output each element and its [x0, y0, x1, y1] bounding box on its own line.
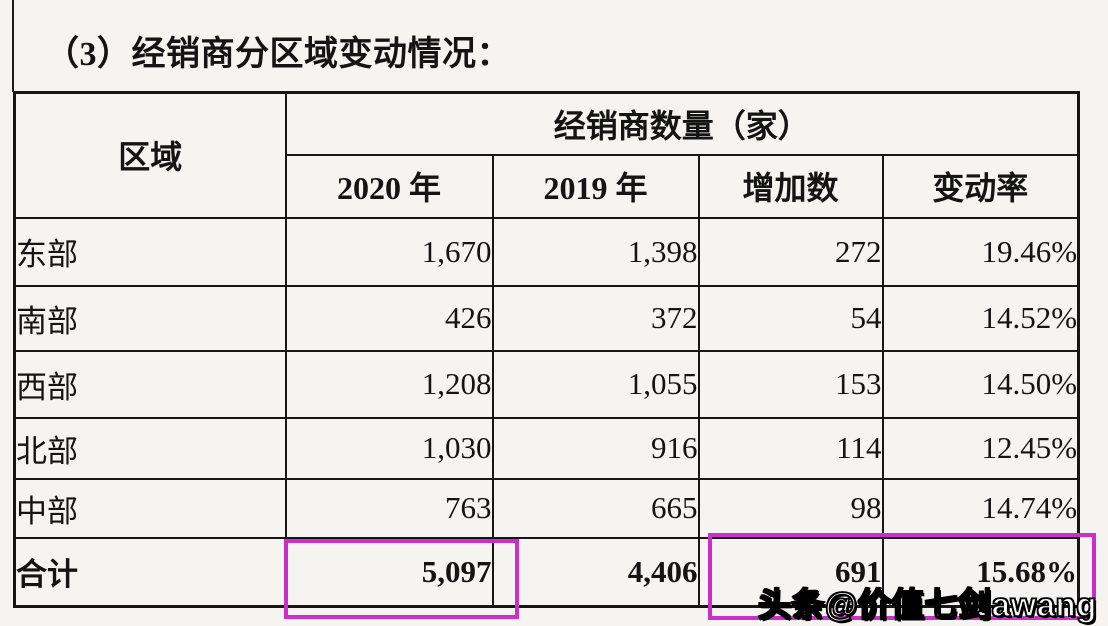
- total-2019: 4,406: [491, 536, 700, 608]
- table-row-central: 中部 763 665 98 14.74%: [13, 477, 1080, 539]
- table-header-row-group: 区域 经销商数量（家）: [13, 91, 1080, 219]
- table-row-east: 东部 1,670 1,398 272 19.46%: [13, 216, 1080, 287]
- value-2019: 916: [491, 416, 700, 480]
- table-row-south: 南部 426 372 54 14.52%: [13, 284, 1080, 352]
- value-increase: 272: [697, 216, 884, 287]
- region-name: 东部: [13, 216, 287, 287]
- value-2019: 1,055: [491, 349, 700, 419]
- header-change-rate: 变动率: [881, 153, 1080, 219]
- value-2020: 763: [284, 477, 494, 539]
- table-row-west: 西部 1,208 1,055 153 14.50%: [13, 349, 1080, 419]
- header-2020: 2020 年: [284, 153, 494, 219]
- value-increase: 153: [697, 349, 884, 419]
- table-row-north: 北部 1,030 916 114 12.45%: [13, 416, 1080, 480]
- region-name: 北部: [13, 416, 287, 480]
- total-label: 合计: [13, 536, 287, 608]
- page-left-edge-line: [12, 0, 14, 92]
- value-increase: 98: [697, 477, 884, 539]
- value-2020: 1,208: [284, 349, 494, 419]
- region-name: 西部: [13, 349, 287, 419]
- value-2020: 1,670: [284, 216, 494, 287]
- total-2020: 5,097: [284, 536, 494, 608]
- value-rate: 14.52%: [881, 284, 1080, 352]
- value-rate: 14.50%: [881, 349, 1080, 419]
- value-2020: 426: [284, 284, 494, 352]
- value-2019: 372: [491, 284, 700, 352]
- region-name: 南部: [13, 284, 287, 352]
- header-region: 区域: [13, 91, 287, 219]
- value-rate: 19.46%: [881, 216, 1080, 287]
- value-2019: 1,398: [491, 216, 700, 287]
- header-2019: 2019 年: [491, 153, 700, 219]
- section-title: （3）经销商分区域变动情况：: [45, 36, 511, 73]
- table-header-row-years: 2020 年 2019 年 增加数 变动率: [15, 153, 1080, 219]
- value-rate: 14.74%: [881, 477, 1080, 539]
- region-name: 中部: [13, 477, 287, 539]
- total-increase: 691: [697, 536, 884, 608]
- header-increase: 增加数: [697, 153, 884, 219]
- value-increase: 114: [697, 416, 884, 480]
- value-increase: 54: [697, 284, 884, 352]
- total-rate: 15.68%: [881, 536, 1080, 608]
- value-2019: 665: [491, 477, 700, 539]
- header-distributor-count-group: 经销商数量（家）: [284, 91, 1080, 156]
- value-rate: 12.45%: [881, 416, 1080, 480]
- watermark-text: 头条@价值七剑awang: [757, 585, 1097, 624]
- distributor-region-table: 区域 经销商数量（家） 2020 年 2019 年 增加数 变动率 东部 1,6…: [13, 91, 1081, 608]
- value-2020: 1,030: [284, 416, 494, 480]
